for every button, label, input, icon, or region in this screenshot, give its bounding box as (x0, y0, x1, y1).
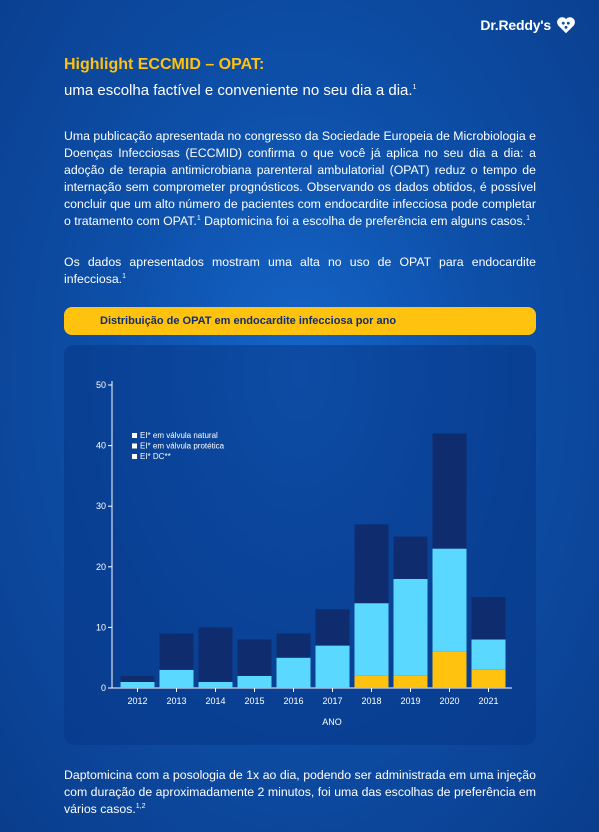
y-tick-label: 50 (96, 380, 106, 390)
bar-segment (198, 627, 233, 682)
brand-logo: Dr.Reddy's (480, 14, 577, 36)
x-axis-label: ANO (322, 717, 342, 727)
bar-segment (471, 639, 506, 670)
heart-logo-icon (557, 17, 575, 34)
x-tick-label: 2016 (283, 696, 303, 706)
x-tick-label: 2021 (478, 696, 498, 706)
closing-paragraph: Daptomicina com a posologia de 1x ao dia… (64, 767, 536, 818)
chart-title-banner: Distribuição de OPAT em endocardite infe… (64, 307, 536, 335)
bar-segment (354, 675, 389, 688)
brand-name: Dr.Reddy's (480, 17, 551, 33)
subtitle-text: uma escolha factível e conveniente no se… (64, 82, 413, 99)
legend-label: EI* em válvula natural (140, 431, 218, 440)
x-tick-label: 2015 (244, 696, 264, 706)
x-tick-label: 2019 (400, 696, 420, 706)
intro-text: Uma publicação apresentada no congresso … (64, 129, 536, 228)
intro-reference: 1 (196, 214, 201, 222)
bar-segment (159, 669, 194, 688)
closing-reference: 1,2 (135, 802, 146, 810)
bar-segment (237, 639, 272, 676)
bar-segment (198, 681, 233, 688)
bar-segment (354, 603, 389, 676)
bar-segment (120, 675, 155, 682)
legend-swatch (132, 454, 137, 459)
y-tick-label: 30 (96, 501, 106, 511)
opat-bar-chart: 0 10 20 30 40 50 2012 2013 2014 2015 2016 2017 2018 2… (96, 380, 512, 727)
x-tick-label: 2018 (361, 696, 381, 706)
intro-text-continued: Daptomicina foi a escolha de preferência… (200, 214, 527, 228)
bar-segment (276, 657, 311, 688)
x-tick-label: 2012 (127, 696, 147, 706)
data-text: Os dados apresentados mostram uma alta n… (64, 255, 536, 286)
bar-segment (393, 536, 428, 579)
data-reference: 1 (122, 272, 127, 280)
x-tick-label: 2013 (166, 696, 186, 706)
intro-reference-2: 1 (526, 214, 530, 222)
bar-segment (120, 681, 155, 688)
bar-segment (393, 675, 428, 688)
x-tick-label: 2020 (439, 696, 459, 706)
y-tick-label: 40 (96, 441, 106, 451)
page-subtitle: uma escolha factível e conveniente no se… (64, 82, 416, 99)
x-tick-label: 2017 (322, 696, 342, 706)
bar-segment (393, 578, 428, 676)
bar-segment (354, 524, 389, 604)
bar-segment (432, 548, 467, 652)
subtitle-reference: 1 (412, 84, 417, 91)
x-tick-label: 2014 (205, 696, 225, 706)
bar-segment (471, 669, 506, 688)
page-title: Highlight ECCMID – OPAT: (64, 56, 265, 73)
bar-segment (159, 633, 194, 670)
bar-segment (432, 651, 467, 688)
legend-swatch (132, 433, 137, 438)
intro-paragraph: Uma publicação apresentada no congresso … (64, 128, 536, 230)
bar-segment (276, 633, 311, 658)
bar-segment (315, 645, 350, 688)
y-tick-label: 20 (96, 562, 106, 572)
y-tick-label: 10 (96, 622, 106, 632)
legend-swatch (132, 443, 137, 449)
bar-segment (315, 609, 350, 646)
legend-label: EI* DC** (140, 452, 171, 461)
y-tick-label: 0 (101, 683, 106, 693)
chart-panel: 0 10 20 30 40 50 2012 2013 2014 2015 2016 2017 2018 2… (64, 345, 536, 745)
bar-segment (471, 597, 506, 640)
bar-segment (237, 675, 272, 688)
data-paragraph: Os dados apresentados mostram uma alta n… (64, 254, 536, 288)
legend-label: EI* em válvula protética (140, 442, 225, 451)
bar-segment (432, 433, 467, 549)
closing-text: Daptomicina com a posologia de 1x ao dia… (64, 768, 536, 816)
